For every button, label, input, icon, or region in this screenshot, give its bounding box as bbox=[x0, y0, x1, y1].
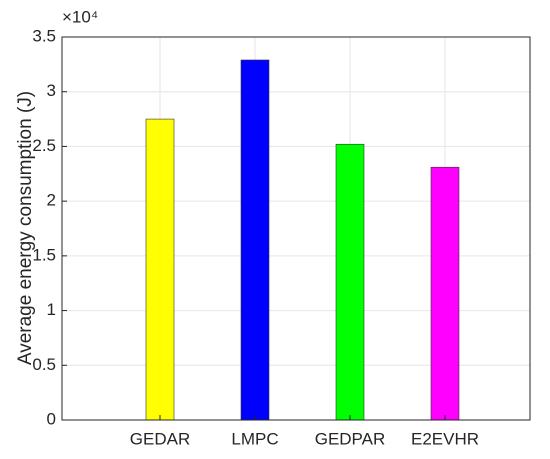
y-tick-label: 2 bbox=[47, 191, 56, 210]
y-axis-label: Average energy consumption (J) bbox=[15, 91, 36, 365]
plot-frame bbox=[61, 36, 531, 421]
x-tick-label: GEDPAR bbox=[315, 429, 386, 448]
bar bbox=[240, 59, 270, 421]
y-tick-label: 3 bbox=[47, 81, 56, 100]
y-tick-label: 3.5 bbox=[32, 26, 56, 45]
y-tick-label: 0 bbox=[47, 409, 56, 428]
x-tick-label: LMPC bbox=[231, 429, 278, 448]
bar bbox=[145, 118, 175, 421]
y-tick-label: 1.5 bbox=[32, 245, 56, 264]
x-tick-label: GEDAR bbox=[130, 429, 190, 448]
y-tick-label: 2.5 bbox=[32, 136, 56, 155]
y-tick-label: 0.5 bbox=[32, 355, 56, 374]
x-tick-label: E2EVHR bbox=[411, 429, 479, 448]
bar bbox=[335, 143, 365, 421]
bar bbox=[430, 166, 460, 421]
y-exponent-label: ×10⁴ bbox=[62, 7, 98, 26]
y-tick-label: 1 bbox=[47, 300, 56, 319]
